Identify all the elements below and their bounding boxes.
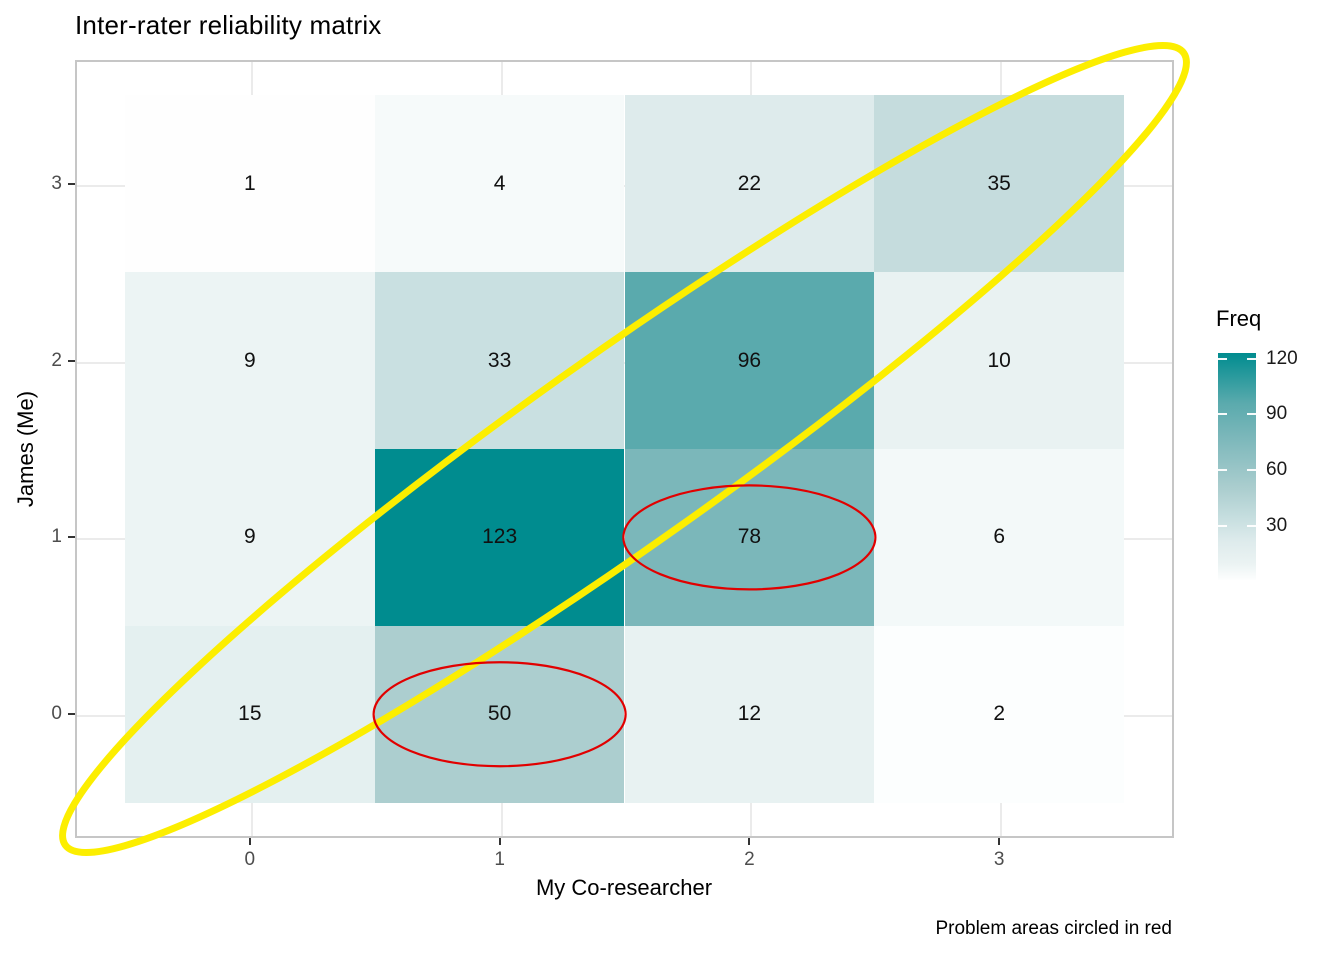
y-axis-title: James (Me) <box>13 390 38 508</box>
cell-value-label: 9 <box>243 525 256 549</box>
cell-value-label: 35 <box>987 171 1011 195</box>
y-tick-label: 3 <box>51 172 62 194</box>
cell-value-label: 6 <box>993 525 1005 549</box>
cell-value-label: 9 <box>243 348 256 372</box>
x-tick-mark <box>998 838 1001 845</box>
x-tick-mark <box>248 838 251 845</box>
y-tick-label: 1 <box>51 526 62 548</box>
x-tick-label: 0 <box>244 849 256 870</box>
legend-tick-mark <box>1247 469 1256 472</box>
y-tick-mark <box>68 713 75 716</box>
y-tick-label: 2 <box>51 349 62 371</box>
legend-tick-mark <box>1247 413 1256 416</box>
x-tick-mark <box>498 838 501 845</box>
legend-tick-label: 30 <box>1266 515 1288 537</box>
cell-value-label: 10 <box>987 348 1011 372</box>
cell-value-label: 96 <box>737 348 762 372</box>
legend-tick-mark <box>1218 357 1227 360</box>
legend-tick-mark <box>1247 357 1256 360</box>
y-tick-label: 0 <box>51 703 62 725</box>
cell-value-label: 78 <box>737 525 762 549</box>
legend-tick-mark <box>1218 469 1227 472</box>
x-axis-title: My Co-researcher <box>535 875 713 900</box>
cell-value-label: 12 <box>737 702 762 726</box>
cell-value-label: 33 <box>487 348 512 372</box>
cell-value-label: 1 <box>243 171 256 195</box>
cell-value-label: 123 <box>482 525 518 549</box>
legend-tick-label: 120 <box>1266 347 1298 369</box>
y-tick-mark <box>68 536 75 539</box>
legend-gradient-bar <box>1218 353 1256 580</box>
cell-value-label: 4 <box>493 171 506 195</box>
plot-title: Inter-rater reliability matrix <box>75 10 382 40</box>
cell-value-label: 50 <box>487 702 512 726</box>
legend-tick-mark <box>1218 413 1227 416</box>
legend-title: Freq <box>1216 306 1262 331</box>
legend-tick-mark <box>1247 525 1256 528</box>
cell-value-label: 15 <box>238 702 262 726</box>
plot-panel: 1 4 22 35 9 33 96 10 9 123 78 6 15 50 12 2 <box>75 60 1174 838</box>
cell-value-label: 22 <box>737 171 762 195</box>
legend-tick-label: 90 <box>1266 403 1288 425</box>
legend-tick-label: 60 <box>1266 459 1288 481</box>
cell-value-label: 2 <box>993 702 1005 726</box>
plot-caption: Problem areas circled in red <box>935 918 1172 939</box>
legend-tick-mark <box>1218 525 1227 528</box>
x-tick-mark <box>748 838 751 845</box>
x-tick-label: 3 <box>993 849 1005 870</box>
y-tick-mark <box>68 182 75 185</box>
x-tick-label: 1 <box>494 849 505 870</box>
y-tick-mark <box>68 359 75 362</box>
x-tick-label: 2 <box>744 849 755 870</box>
